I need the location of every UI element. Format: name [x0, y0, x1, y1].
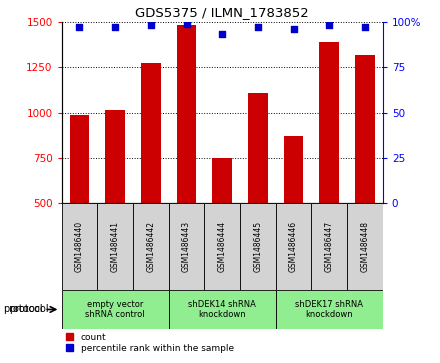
Bar [62, 290, 169, 329]
Bar [248, 93, 268, 203]
Title: GDS5375 / ILMN_1783852: GDS5375 / ILMN_1783852 [136, 6, 309, 19]
Text: protocol: protocol [9, 305, 48, 314]
Text: GSM1486446: GSM1486446 [289, 221, 298, 272]
Bar [169, 203, 204, 290]
Point [254, 24, 261, 30]
Point [290, 26, 297, 32]
Bar [213, 158, 232, 203]
Bar [141, 64, 161, 203]
Text: GSM1486443: GSM1486443 [182, 221, 191, 272]
Text: protocol: protocol [3, 305, 43, 314]
Bar [97, 203, 133, 290]
Bar [62, 203, 97, 290]
Text: GSM1486447: GSM1486447 [325, 221, 334, 272]
Bar [319, 42, 339, 203]
Bar [70, 115, 89, 203]
Point [361, 24, 368, 30]
Point [183, 21, 190, 26]
Point [219, 32, 226, 37]
Text: GSM1486441: GSM1486441 [110, 221, 120, 272]
Bar [312, 203, 347, 290]
Point [147, 23, 154, 28]
Text: empty vector
shRNA control: empty vector shRNA control [85, 300, 145, 319]
Bar [240, 203, 276, 290]
Point [112, 24, 119, 30]
Bar [347, 203, 383, 290]
Text: GSM1486445: GSM1486445 [253, 221, 262, 272]
Text: GSM1486444: GSM1486444 [218, 221, 227, 272]
Text: shDEK17 shRNA
knockdown: shDEK17 shRNA knockdown [295, 300, 363, 319]
Bar [204, 203, 240, 290]
Point [76, 24, 83, 30]
Bar [355, 55, 375, 203]
Bar [276, 290, 383, 329]
Bar [284, 136, 304, 203]
Text: GSM1486440: GSM1486440 [75, 221, 84, 272]
Legend: count, percentile rank within the sample: count, percentile rank within the sample [66, 333, 234, 353]
Bar [177, 25, 196, 203]
Text: GSM1486448: GSM1486448 [360, 221, 370, 272]
Text: shDEK14 shRNA
knockdown: shDEK14 shRNA knockdown [188, 300, 256, 319]
Text: GSM1486442: GSM1486442 [147, 221, 155, 272]
Bar [133, 203, 169, 290]
Point [326, 23, 333, 28]
Bar [276, 203, 312, 290]
Bar [169, 290, 276, 329]
Bar [105, 110, 125, 203]
